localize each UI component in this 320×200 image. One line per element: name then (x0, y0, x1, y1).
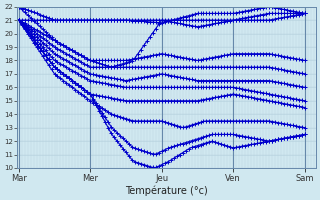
X-axis label: Température (°c): Température (°c) (125, 185, 208, 196)
